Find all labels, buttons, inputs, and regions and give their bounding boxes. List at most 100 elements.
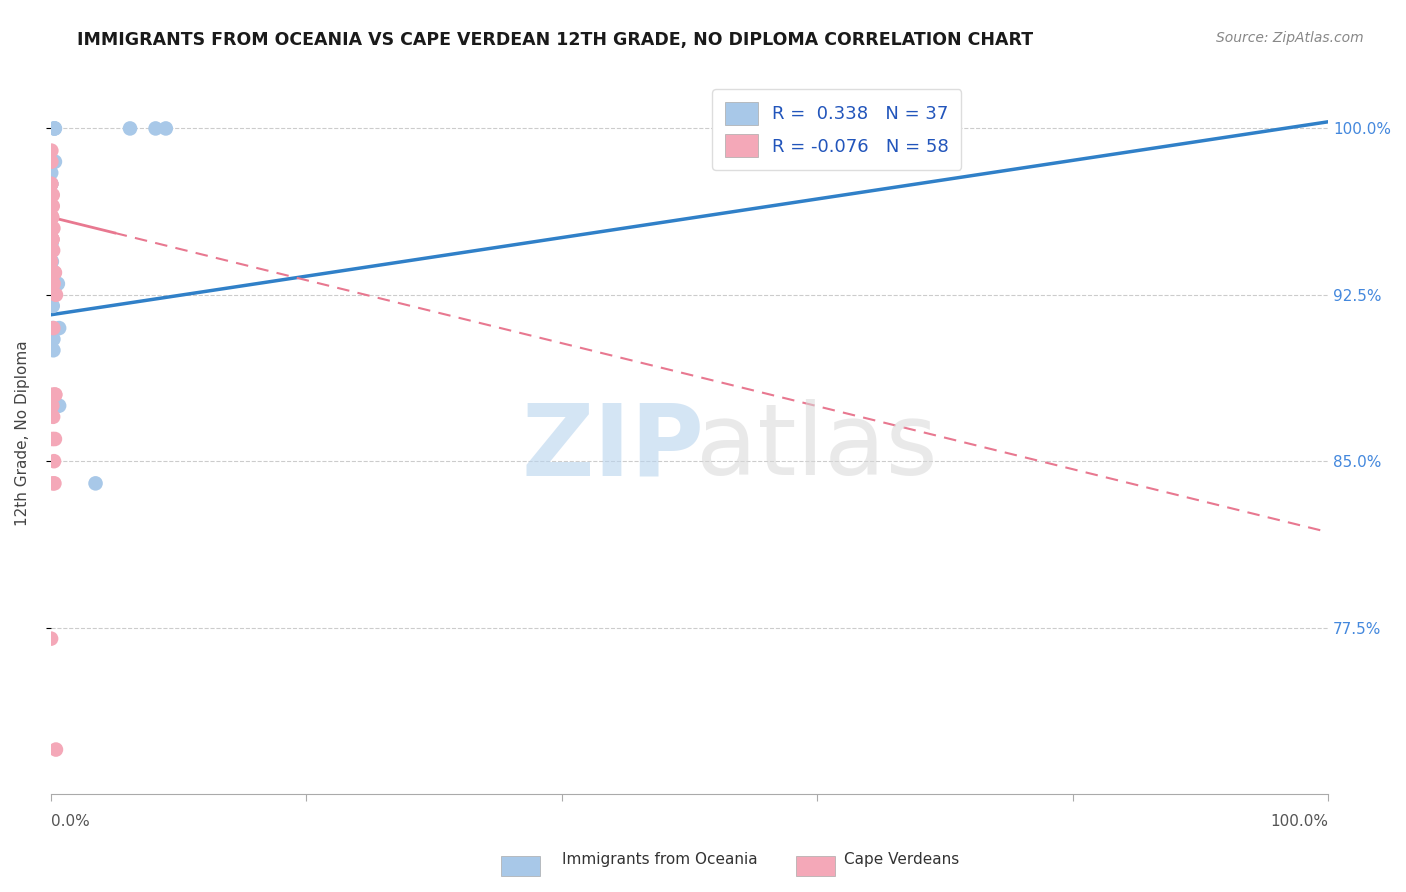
Point	[44, 387, 66, 401]
Point	[41, 210, 63, 224]
Point	[41, 144, 63, 158]
Point	[41, 199, 63, 213]
Text: ZIP: ZIP	[522, 400, 704, 496]
Text: 0.0%: 0.0%	[51, 814, 90, 829]
Point	[41, 288, 63, 302]
Point	[41, 210, 63, 224]
Point	[42, 244, 65, 258]
Point	[44, 121, 66, 136]
Point	[39, 166, 62, 180]
Point	[41, 221, 63, 235]
Text: Immigrants from Oceania: Immigrants from Oceania	[562, 852, 758, 867]
Point	[41, 232, 63, 246]
Text: Source: ZipAtlas.com: Source: ZipAtlas.com	[1216, 31, 1364, 45]
Point	[48, 399, 70, 413]
Point	[42, 188, 65, 202]
Point	[42, 321, 65, 335]
Point	[41, 232, 63, 246]
Point	[41, 244, 63, 258]
Point	[42, 409, 65, 424]
Point	[42, 299, 65, 313]
Text: atlas: atlas	[696, 400, 938, 496]
Point	[42, 277, 65, 291]
Point	[39, 199, 62, 213]
Point	[41, 399, 63, 413]
Point	[41, 232, 63, 246]
Point	[39, 232, 62, 246]
Point	[41, 277, 63, 291]
Point	[41, 221, 63, 235]
Point	[44, 154, 66, 169]
Point	[41, 244, 63, 258]
Point	[44, 387, 66, 401]
Point	[44, 266, 66, 280]
Point	[46, 277, 69, 291]
Point	[42, 288, 65, 302]
Point	[42, 266, 65, 280]
Point	[41, 236, 63, 251]
Point	[44, 266, 66, 280]
Point	[42, 332, 65, 346]
Text: 100.0%: 100.0%	[1270, 814, 1329, 829]
Point	[41, 221, 63, 235]
Point	[48, 321, 70, 335]
Point	[41, 254, 63, 268]
Text: Cape Verdeans: Cape Verdeans	[844, 852, 959, 867]
Point	[42, 387, 65, 401]
Legend: R =  0.338   N = 37, R = -0.076   N = 58: R = 0.338 N = 37, R = -0.076 N = 58	[713, 89, 962, 169]
Point	[41, 210, 63, 224]
Point	[39, 177, 62, 191]
Point	[45, 399, 67, 413]
Point	[42, 343, 65, 358]
Point	[155, 121, 177, 136]
Point	[41, 188, 63, 202]
Point	[44, 121, 66, 136]
Point	[41, 188, 63, 202]
Point	[45, 399, 67, 413]
Point	[41, 432, 63, 446]
Point	[39, 177, 62, 191]
Point	[41, 210, 63, 224]
Point	[39, 177, 62, 191]
Point	[41, 221, 63, 235]
Point	[41, 244, 63, 258]
Point	[41, 221, 63, 235]
Point	[39, 188, 62, 202]
Point	[41, 232, 63, 246]
Point	[45, 288, 67, 302]
Point	[41, 188, 63, 202]
Point	[41, 266, 63, 280]
Point	[39, 199, 62, 213]
Point	[39, 254, 62, 268]
Point	[41, 210, 63, 224]
Point	[42, 221, 65, 235]
Point	[41, 210, 63, 224]
Point	[145, 121, 167, 136]
Point	[42, 476, 65, 491]
Point	[39, 177, 62, 191]
Point	[42, 321, 65, 335]
Point	[44, 121, 66, 136]
Point	[41, 232, 63, 246]
Point	[39, 221, 62, 235]
Point	[41, 244, 63, 258]
Point	[41, 154, 63, 169]
Point	[39, 210, 62, 224]
Point	[41, 277, 63, 291]
Point	[118, 121, 141, 136]
Point	[39, 632, 62, 646]
Point	[39, 188, 62, 202]
Point	[41, 221, 63, 235]
Point	[41, 188, 63, 202]
Point	[39, 210, 62, 224]
Point	[84, 476, 107, 491]
Point	[42, 454, 65, 468]
Point	[41, 221, 63, 235]
Point	[44, 476, 66, 491]
Point	[41, 232, 63, 246]
Text: IMMIGRANTS FROM OCEANIA VS CAPE VERDEAN 12TH GRADE, NO DIPLOMA CORRELATION CHART: IMMIGRANTS FROM OCEANIA VS CAPE VERDEAN …	[77, 31, 1033, 49]
Point	[39, 277, 62, 291]
Point	[41, 199, 63, 213]
Point	[41, 244, 63, 258]
Point	[44, 432, 66, 446]
